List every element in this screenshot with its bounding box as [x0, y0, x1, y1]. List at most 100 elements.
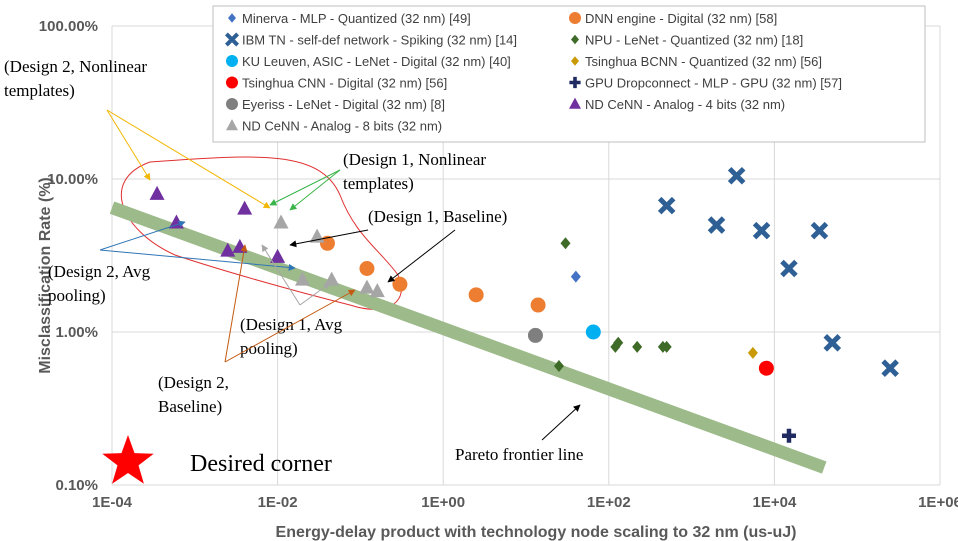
legend-entry: Tsinghua CNN - Digital (32 nm) [56]	[226, 76, 447, 91]
data-point	[359, 261, 375, 277]
y-tick-label: 10.00%	[47, 171, 98, 188]
legend-label: Eyeriss - LeNet - Digital (32 nm) [8]	[242, 97, 445, 112]
legend-marker	[224, 32, 240, 47]
legend-marker	[569, 97, 581, 109]
legend-marker	[226, 76, 238, 89]
annotation-arrow	[269, 169, 341, 206]
annotation-line: (Design 2, Avg	[48, 262, 151, 281]
legend-entry: KU Leuven, ASIC - LeNet - Digital (32 nm…	[226, 54, 511, 69]
data-point	[727, 166, 746, 185]
marker-shape	[657, 196, 676, 215]
marker-shape	[569, 97, 581, 109]
annotation-line: templates)	[343, 174, 414, 193]
data-point	[781, 428, 796, 443]
legend-label: Minerva - MLP - Quantized (32 nm) [49]	[242, 11, 471, 26]
marker-shape	[752, 221, 771, 240]
legend-marker	[569, 76, 581, 89]
legend-label: DNN engine - Digital (32 nm) [58]	[585, 11, 777, 26]
annotation-line: pooling)	[48, 286, 106, 305]
marker-shape	[527, 327, 543, 343]
marker-shape	[530, 297, 546, 313]
marker-shape	[747, 346, 758, 359]
marker-shape	[369, 283, 385, 298]
annotation-label: (Design 2, Baseline)	[158, 373, 229, 416]
marker-shape	[295, 271, 311, 286]
legend-marker	[569, 12, 581, 24]
marker-shape	[570, 270, 581, 283]
x-tick-label: 1E+06	[918, 494, 958, 511]
marker-shape	[273, 214, 289, 229]
annotation-arrow	[261, 244, 301, 306]
annotation-arrow	[289, 169, 341, 211]
legend-entry: NPU - LeNet - Quantized (32 nm) [18]	[571, 33, 803, 48]
legend-label: KU Leuven, ASIC - LeNet - Digital (32 nm…	[242, 54, 511, 69]
pareto-line	[109, 201, 827, 474]
marker-shape	[468, 287, 484, 303]
annotation-line: templates)	[4, 81, 75, 100]
legend-entry: Minerva - MLP - Quantized (32 nm) [49]	[228, 11, 471, 26]
annotation-label: (Design 1, Avg pooling)	[240, 315, 343, 358]
marker-shape	[585, 324, 601, 340]
data-point	[632, 340, 643, 353]
marker-shape	[553, 359, 564, 372]
marker-shape	[224, 32, 240, 47]
data-point	[237, 200, 253, 215]
data-point	[707, 216, 726, 234]
marker-shape	[220, 242, 236, 257]
data-point	[530, 297, 546, 313]
marker-shape	[324, 271, 340, 286]
marker-shape	[560, 237, 571, 250]
y-tick-label: 0.10%	[55, 477, 98, 494]
marker-shape	[226, 98, 238, 110]
marker-shape	[613, 336, 624, 349]
data-point	[273, 214, 289, 229]
marker-shape	[781, 428, 796, 443]
annotation-arrow	[387, 229, 456, 283]
pareto-frontier-line	[109, 201, 827, 474]
legend-entry: Eyeriss - LeNet - Digital (32 nm) [8]	[226, 97, 445, 112]
data-point	[319, 235, 335, 251]
annotation-label: (Design 2, Nonlinear templates)	[4, 57, 147, 100]
marker-shape	[569, 76, 581, 89]
legend-label: Tsinghua BCNN - Quantized (32 nm) [56]	[585, 54, 822, 69]
marker-shape	[359, 279, 375, 294]
marker-shape	[758, 360, 774, 376]
data-points	[102, 166, 899, 484]
marker-shape	[569, 12, 581, 24]
data-point	[468, 287, 484, 303]
data-point	[823, 334, 842, 352]
annotation-label: (Design 1, Baseline)	[368, 207, 507, 226]
legend-entry: GPU Dropconnect - MLP - GPU (32 nm) [57]	[569, 76, 842, 91]
data-point	[810, 221, 829, 240]
marker-shape	[661, 340, 672, 353]
data-point	[657, 196, 676, 215]
annotation-line: (Design 1, Baseline)	[368, 207, 507, 226]
x-axis-title: Energy-delay product with technology nod…	[276, 524, 797, 541]
x-tick-label: 1E+04	[753, 494, 797, 511]
annotation-label: (Design 1, Nonlinear templates)	[343, 150, 486, 193]
marker-shape	[226, 119, 238, 131]
annotation-arrow	[289, 229, 369, 248]
annotation-line: (Design 2, Nonlinear	[4, 57, 147, 76]
data-point	[613, 336, 624, 349]
desired-corner-star	[102, 435, 154, 484]
legend-label: ND CeNN - Analog - 4 bits (32 nm)	[585, 97, 785, 112]
data-point	[881, 359, 899, 377]
data-point	[149, 185, 165, 200]
legend-label: GPU Dropconnect - MLP - GPU (32 nm) [57]	[585, 76, 842, 91]
data-point	[585, 324, 601, 340]
annotation-line: Baseline)	[158, 397, 222, 416]
legend-label: NPU - LeNet - Quantized (32 nm) [18]	[585, 33, 803, 48]
y-tick-label: 100.00%	[39, 18, 98, 35]
y-tick-label: 1.00%	[55, 324, 98, 341]
data-point	[220, 242, 236, 257]
data-point	[570, 270, 581, 283]
marker-shape	[780, 259, 798, 278]
data-point	[661, 340, 672, 353]
x-tick-label: 1E+02	[587, 494, 631, 511]
x-tick-label: 1E-04	[92, 494, 133, 511]
data-point	[747, 346, 758, 359]
axis-ticks: 1E-04 1E-02 1E+00 1E+02 1E+04 1E+06 0.10% 1.00%…	[39, 18, 958, 511]
data-point	[560, 237, 571, 250]
legend-marker	[228, 13, 236, 23]
